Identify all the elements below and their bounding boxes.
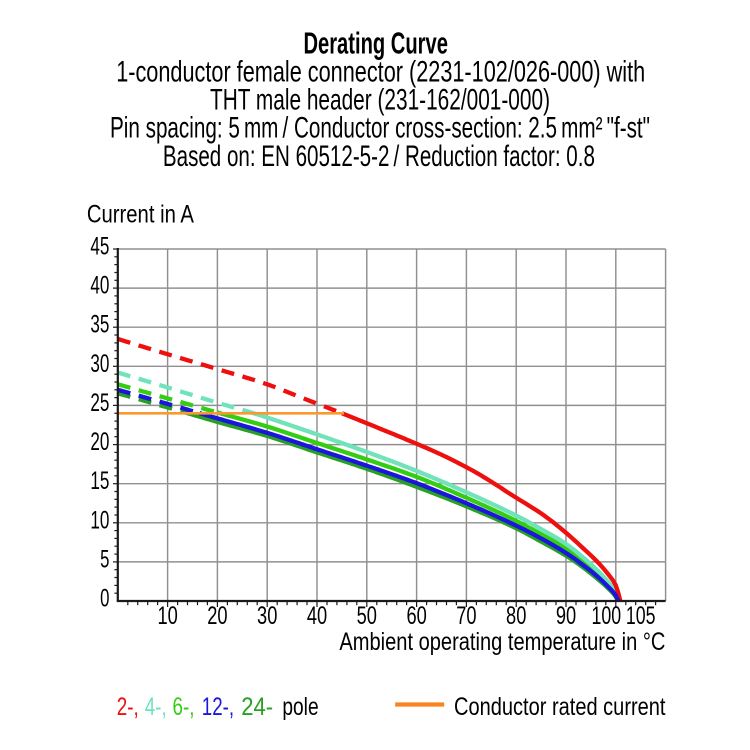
- svg-text:60: 60: [406, 603, 426, 630]
- svg-text:10: 10: [157, 603, 177, 630]
- svg-text:0: 0: [100, 586, 109, 613]
- svg-text:10: 10: [90, 507, 109, 534]
- svg-text:Pin spacing: 5 mm / Conductor: Pin spacing: 5 mm / Conductor cross-sect…: [110, 112, 650, 145]
- svg-text:100: 100: [592, 603, 622, 630]
- svg-text:Ambient operating temperature: Ambient operating temperature in °C: [339, 629, 665, 656]
- svg-text:45: 45: [90, 234, 109, 261]
- svg-text:1-conductor female connector (: 1-conductor female connector (2231-102/0…: [116, 55, 645, 88]
- svg-text:30: 30: [257, 603, 277, 630]
- svg-text:40: 40: [90, 273, 109, 300]
- svg-text:12-,: 12-,: [202, 694, 234, 721]
- svg-text:pole: pole: [282, 694, 318, 721]
- svg-text:105: 105: [626, 603, 656, 630]
- svg-text:30: 30: [90, 351, 109, 378]
- svg-text:70: 70: [456, 603, 476, 630]
- svg-text:24-: 24-: [241, 694, 273, 721]
- svg-text:Conductor rated current: Conductor rated current: [454, 694, 666, 721]
- svg-text:25: 25: [90, 390, 109, 417]
- svg-text:2-,: 2-,: [117, 694, 139, 721]
- svg-text:Current in A: Current in A: [87, 202, 194, 229]
- svg-text:THT male header (231-162/001-0: THT male header (231-162/001-000): [210, 84, 550, 117]
- svg-text:50: 50: [357, 603, 377, 630]
- svg-text:35: 35: [90, 312, 109, 339]
- svg-text:5: 5: [100, 546, 109, 573]
- svg-text:20: 20: [207, 603, 227, 630]
- svg-text:6-,: 6-,: [173, 694, 195, 721]
- svg-text:15: 15: [90, 468, 109, 495]
- svg-text:Derating Curve: Derating Curve: [303, 27, 448, 61]
- svg-text:40: 40: [307, 603, 327, 630]
- svg-text:Based on: EN 60512-5-2 / Reduc: Based on: EN 60512-5-2 / Reduction facto…: [163, 140, 595, 173]
- svg-text:80: 80: [506, 603, 526, 630]
- svg-text:90: 90: [556, 603, 576, 630]
- svg-text:20: 20: [90, 429, 109, 456]
- svg-text:4-,: 4-,: [145, 694, 167, 721]
